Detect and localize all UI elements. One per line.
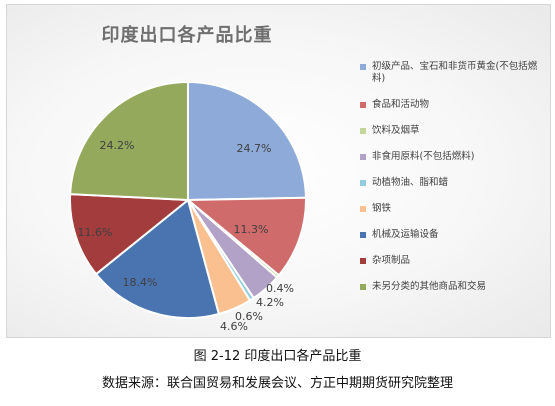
legend-label-5: 钢铁 [372, 203, 392, 214]
legend-swatch-7 [360, 258, 366, 264]
legend-item-1: 食品和活动物 [360, 99, 548, 111]
legend-item-8: 未另分类的其他商品和交易 [360, 281, 548, 293]
legend-label-8: 未另分类的其他商品和交易 [372, 281, 487, 292]
pie-slice-7 [69, 193, 191, 276]
legend-item-2: 饮料及烟草 [360, 125, 548, 137]
pie-slice-6 [94, 198, 221, 319]
legend-item-4: 动植物油、脂和蜡 [360, 177, 548, 189]
data-label-6: 18.4% [123, 276, 158, 289]
legend-label-1: 食品和活动物 [372, 99, 430, 110]
legend-label-0: 初级产品、宝石和非货币黄金(不包括燃料) [372, 61, 538, 84]
data-label-7: 11.6% [78, 226, 113, 239]
legend-label-6: 机械及运输设备 [372, 229, 439, 240]
pie-slice-1 [185, 196, 307, 277]
legend-label-2: 饮料及烟草 [372, 125, 420, 136]
legend-item-0: 初级产品、宝石和非货币黄金(不包括燃料) [360, 61, 548, 85]
data-label-8: 24.2% [100, 139, 135, 152]
legend: 初级产品、宝石和非货币黄金(不包括燃料) 食品和活动物 饮料及烟草非食用原料(不包括… [360, 61, 548, 307]
legend-label-7: 杂项制品 [372, 255, 411, 266]
data-label-0: 24.7% [237, 142, 272, 155]
pie-slice-8 [69, 80, 189, 202]
legend-swatch-1 [360, 102, 366, 108]
legend-swatch-3 [360, 154, 366, 160]
data-label-5: 4.6% [220, 320, 248, 333]
legend-item-6: 机械及运输设备 [360, 229, 548, 241]
legend-swatch-2 [360, 128, 366, 134]
data-label-1: 11.3% [234, 223, 269, 236]
legend-item-5: 钢铁 [360, 203, 548, 215]
pie-chart: 24.7% 11.3% 0.4%4.2%0.6%4.6% 18.4% 11.6% 24.2… [69, 80, 307, 333]
legend-item-7: 杂项制品 [360, 255, 548, 267]
pie-slice-0 [187, 80, 307, 202]
source-caption: 数据来源：联合国贸易和发展会议、方正中期期货研究院整理 [101, 376, 453, 391]
legend-item-3: 非食用原料(不包括燃料) [360, 151, 548, 163]
legend-swatch-5 [360, 206, 366, 212]
chart-title: 印度出口各产品比重 [101, 25, 273, 46]
legend-swatch-0 [360, 64, 366, 70]
data-label-3: 4.2% [256, 296, 284, 309]
chart-panel: 印度出口各产品比重 24.7% 11.3% 0.4% 4.2% 0.6% 4.6% 18.4… [6, 4, 551, 338]
legend-label-3: 非食用原料(不包括燃料) [372, 151, 475, 162]
data-label-4: 0.6% [235, 310, 263, 323]
legend-swatch-4 [360, 180, 366, 186]
legend-label-4: 动植物油、脂和蜡 [372, 177, 449, 188]
data-label-2: 0.4% [266, 282, 294, 295]
legend-swatch-6 [360, 232, 366, 238]
legend-swatch-8 [360, 284, 366, 290]
figure-caption: 图 2-12 印度出口各产品比重 [193, 349, 362, 364]
